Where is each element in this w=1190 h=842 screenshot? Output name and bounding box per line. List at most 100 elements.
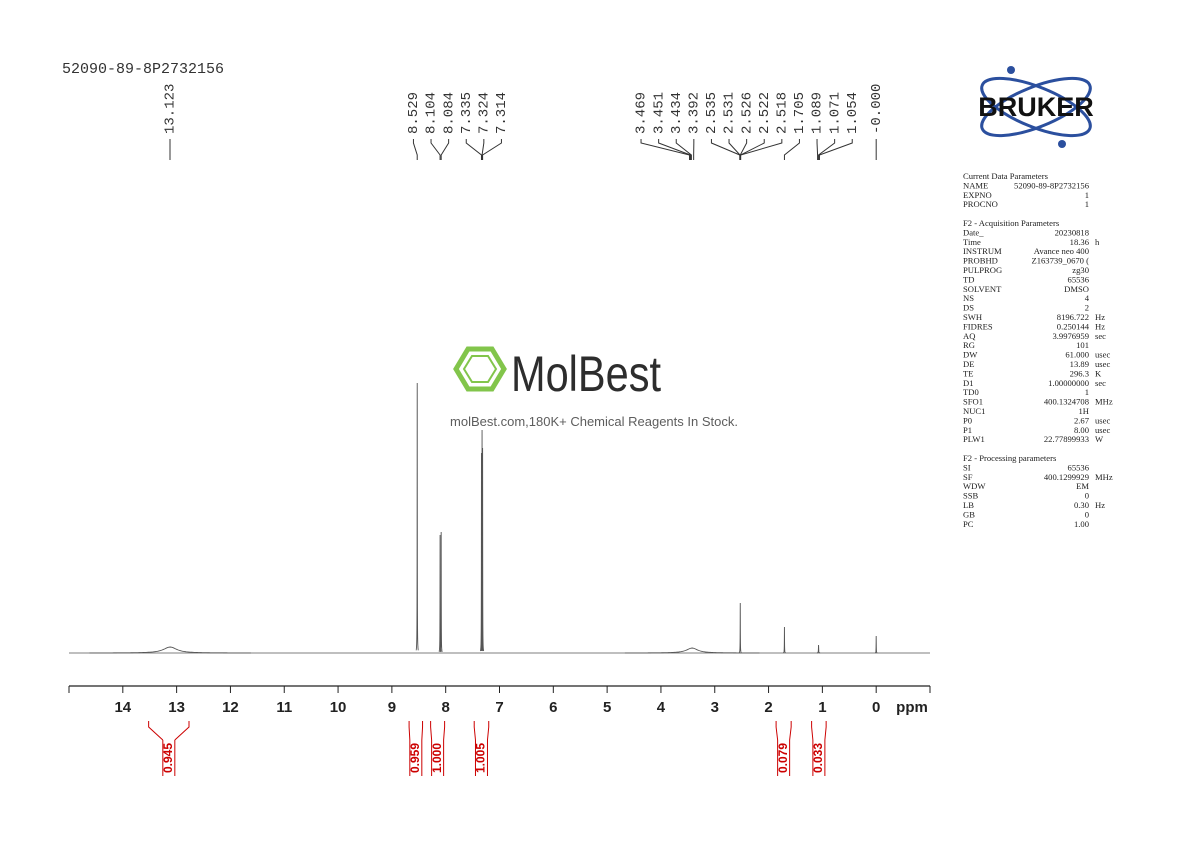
x-tick-label: 10	[330, 699, 347, 716]
peak-label: 13.123	[163, 84, 179, 134]
peak-connector	[658, 139, 691, 160]
peak-label: 7.324	[477, 92, 493, 134]
param-name: SF	[963, 472, 973, 482]
x-tick-label: 4	[657, 699, 666, 716]
peak	[415, 382, 419, 651]
integral-label: 0.945	[161, 743, 175, 773]
param-value: 296.3	[1070, 368, 1089, 378]
x-tick-label: 7	[495, 699, 503, 716]
integral-bracket	[811, 721, 827, 776]
peak-label: 3.451	[651, 92, 667, 134]
peak-label: 2.522	[757, 92, 773, 134]
param-value: DMSO	[1064, 284, 1089, 294]
param-value: 65536	[1068, 462, 1090, 472]
param-name: AQ	[963, 331, 976, 341]
x-tick-label: 9	[388, 699, 396, 716]
param-value: 20230818	[1055, 227, 1089, 237]
logo-orbit	[980, 76, 1092, 138]
x-tick-label: 8	[442, 699, 450, 716]
param-unit: Hz	[1095, 500, 1105, 510]
param-section-title: F2 - Acquisition Parameters	[963, 218, 1060, 228]
param-name: NUC1	[963, 406, 985, 416]
peak	[738, 602, 742, 653]
peak-connector	[739, 139, 748, 160]
param-name: RG	[963, 340, 975, 350]
peak-label: 7.314	[494, 92, 510, 134]
param-name: WDW	[963, 481, 986, 491]
peak-label: 3.434	[669, 92, 685, 134]
param-name: PC	[963, 519, 974, 529]
brand-name: BRUKER	[978, 92, 1094, 122]
param-value: 0	[1085, 491, 1089, 501]
peak-label: 8.084	[441, 92, 457, 134]
x-axis-label: ppm	[896, 699, 928, 716]
param-name: PROBHD	[963, 256, 998, 266]
peak-label: 1.089	[810, 92, 826, 134]
param-name: P0	[963, 415, 972, 425]
param-name: FIDRES	[963, 321, 993, 331]
param-value: 52090-89-8P2732156	[1014, 180, 1090, 190]
peak	[624, 647, 760, 654]
watermark-icon	[462, 355, 498, 383]
peak-connector	[430, 139, 441, 160]
param-unit: h	[1095, 237, 1100, 247]
param-value: 3.9976959	[1052, 331, 1089, 341]
param-value: 0.30	[1074, 500, 1089, 510]
param-name: DS	[963, 303, 974, 313]
integral-label: 1.000	[430, 743, 444, 773]
param-value: 65536	[1068, 274, 1090, 284]
param-name: LB	[963, 500, 974, 510]
x-tick-label: 11	[276, 699, 292, 716]
param-unit: MHz	[1095, 472, 1113, 482]
param-value: 1H	[1078, 406, 1089, 416]
peak-connector	[740, 139, 783, 160]
peak-label: 1.705	[792, 92, 808, 134]
param-name: SFO1	[963, 397, 983, 407]
integral-bracket	[473, 721, 490, 776]
x-tick-label: 14	[114, 699, 131, 716]
param-unit: sec	[1095, 331, 1106, 341]
x-tick-label: 3	[711, 699, 719, 716]
peak-connector	[818, 139, 853, 160]
peak-label: 2.518	[775, 92, 791, 134]
param-name: NS	[963, 293, 974, 303]
peak	[480, 429, 484, 651]
param-unit: W	[1095, 434, 1104, 444]
param-unit: Hz	[1095, 312, 1105, 322]
watermark: MolBest molBest.com,180K+ Chemical Reage…	[450, 346, 738, 429]
peak-connector	[675, 139, 692, 160]
param-section-title: F2 - Processing parameters	[963, 453, 1057, 463]
peak	[874, 635, 878, 654]
param-value: EM	[1076, 481, 1089, 491]
param-name: INSTRUM	[963, 246, 1002, 256]
param-value: 18.36	[1070, 237, 1090, 247]
integral-label: 0.033	[811, 743, 825, 773]
param-value: 1	[1085, 199, 1089, 209]
param-name: TE	[963, 368, 974, 378]
param-name: TD	[963, 274, 974, 284]
peak-connector	[440, 139, 450, 160]
peak-connector	[481, 139, 485, 160]
peak-connector	[818, 139, 836, 160]
x-tick-label: 1	[818, 699, 826, 716]
peak-label: 2.535	[704, 92, 720, 134]
param-name: PULPROG	[963, 265, 1002, 275]
param-value: 61.000	[1065, 350, 1089, 360]
x-tick-label: 6	[549, 699, 557, 716]
peak	[89, 646, 251, 654]
integral-label: 1.005	[474, 743, 488, 773]
param-unit: usec	[1095, 350, 1110, 360]
param-name: D1	[963, 378, 974, 388]
logo-dot	[1007, 66, 1015, 74]
param-unit: Hz	[1095, 321, 1105, 331]
param-unit: sec	[1095, 378, 1106, 388]
param-name: Date_	[963, 227, 984, 237]
param-name: DE	[963, 359, 974, 369]
integral-label: 0.079	[776, 743, 790, 773]
peak	[783, 626, 786, 654]
param-name: TD0	[963, 387, 979, 397]
param-section-title: Current Data Parameters	[963, 171, 1049, 181]
param-name: DW	[963, 350, 978, 360]
chart-title: 52090-89-8P2732156	[62, 61, 224, 78]
